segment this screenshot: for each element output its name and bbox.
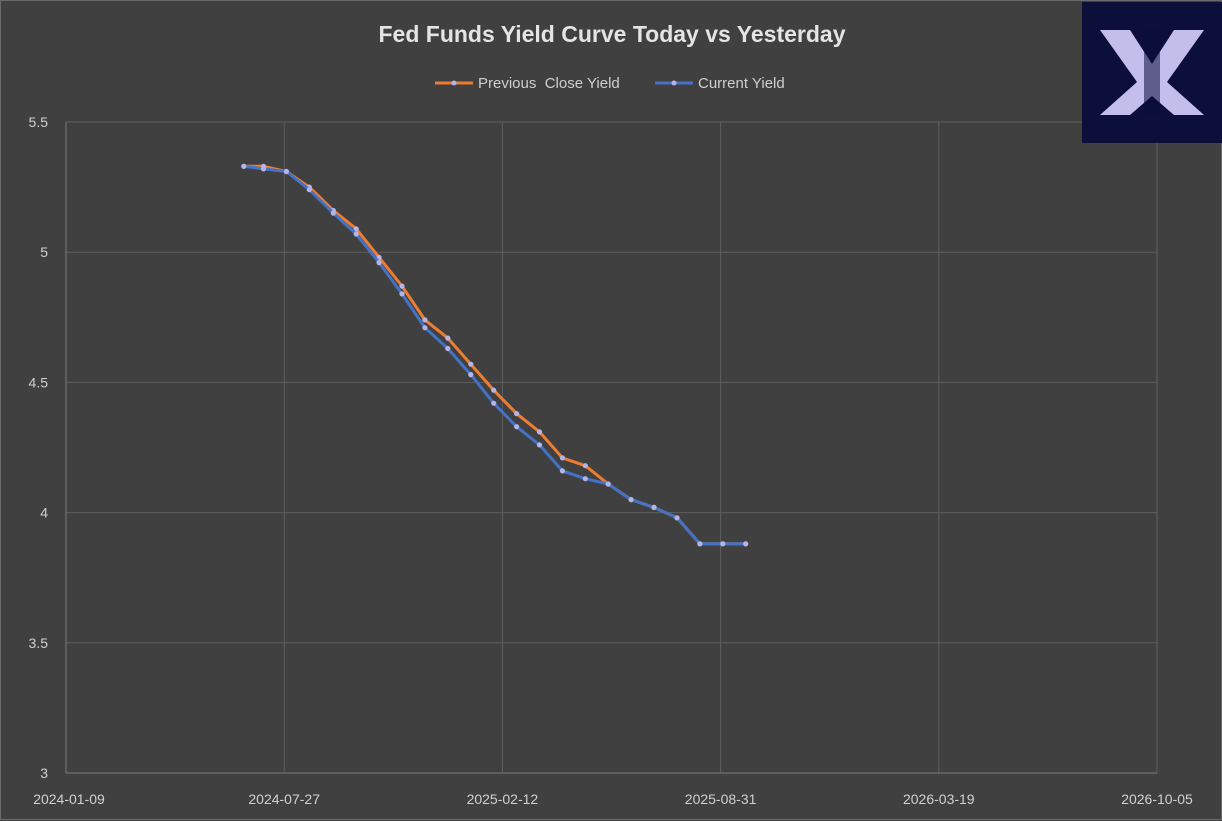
axes: 3 3.5 4 4.5 5 5.5 2024-01-09 2024-07-27 2025-02-… [29, 114, 1193, 807]
data-point [399, 283, 405, 289]
data-point [628, 497, 634, 503]
data-point [582, 463, 588, 469]
x-tick-label: 2024-01-09 [33, 791, 105, 807]
legend-item-current: Current Yield [655, 75, 785, 92]
legend-marker-current [671, 80, 677, 86]
x-tick-label: 2025-08-31 [685, 791, 757, 807]
data-point [376, 260, 382, 266]
chart-title: Fed Funds Yield Curve Today vs Yesterday [379, 21, 846, 47]
series-lines [241, 163, 749, 547]
legend-label-previous-close: Previous Close Yield [478, 75, 620, 92]
y-tick-label: 5.5 [29, 114, 49, 130]
data-point [283, 168, 289, 175]
data-point [697, 541, 703, 547]
gridlines [66, 121, 1158, 774]
series-current [241, 163, 749, 547]
y-tick-label: 4.5 [29, 374, 49, 390]
x-tick-label: 2026-03-19 [903, 791, 975, 807]
data-point [468, 361, 474, 367]
data-point [514, 424, 520, 430]
data-point [605, 481, 611, 487]
x-tick-label: 2025-02-12 [467, 791, 539, 807]
data-point [422, 317, 428, 323]
data-point [445, 335, 451, 341]
data-point [514, 411, 520, 417]
legend-marker-previous-close [451, 80, 457, 86]
data-point [582, 476, 588, 482]
data-point [330, 210, 336, 216]
data-point [306, 187, 312, 193]
data-point [260, 166, 267, 172]
series-previous-close [241, 163, 749, 547]
data-point [353, 226, 359, 232]
data-point [536, 429, 543, 435]
previous-close-line [242, 164, 748, 546]
data-point [651, 504, 657, 510]
data-point [491, 400, 497, 406]
data-point [422, 325, 428, 331]
data-point [536, 442, 543, 448]
data-point [468, 372, 474, 378]
data-point [559, 468, 566, 474]
x-tick-label: 2024-07-27 [248, 791, 320, 807]
legend-item-previous-close: Previous Close Yield [435, 75, 620, 92]
data-point [674, 515, 680, 521]
data-point [559, 455, 566, 461]
data-point [743, 541, 749, 547]
y-tick-label: 3 [40, 765, 48, 781]
data-point [445, 345, 451, 352]
data-point [491, 387, 497, 393]
y-tick-label: 3.5 [29, 635, 49, 651]
brand-logo [1082, 2, 1222, 143]
data-point [399, 291, 405, 297]
legend-label-current: Current Yield [698, 75, 785, 92]
y-tick-label: 4 [40, 505, 48, 521]
y-tick-label: 5 [40, 244, 48, 260]
data-point [720, 541, 726, 547]
legend: Previous Close Yield Current Yield [435, 75, 785, 92]
data-point [353, 231, 359, 237]
x-mark-logo-icon [1100, 30, 1204, 115]
current-yield-line [242, 164, 748, 546]
x-tick-label: 2026-10-05 [1121, 791, 1193, 807]
data-point [241, 163, 247, 169]
